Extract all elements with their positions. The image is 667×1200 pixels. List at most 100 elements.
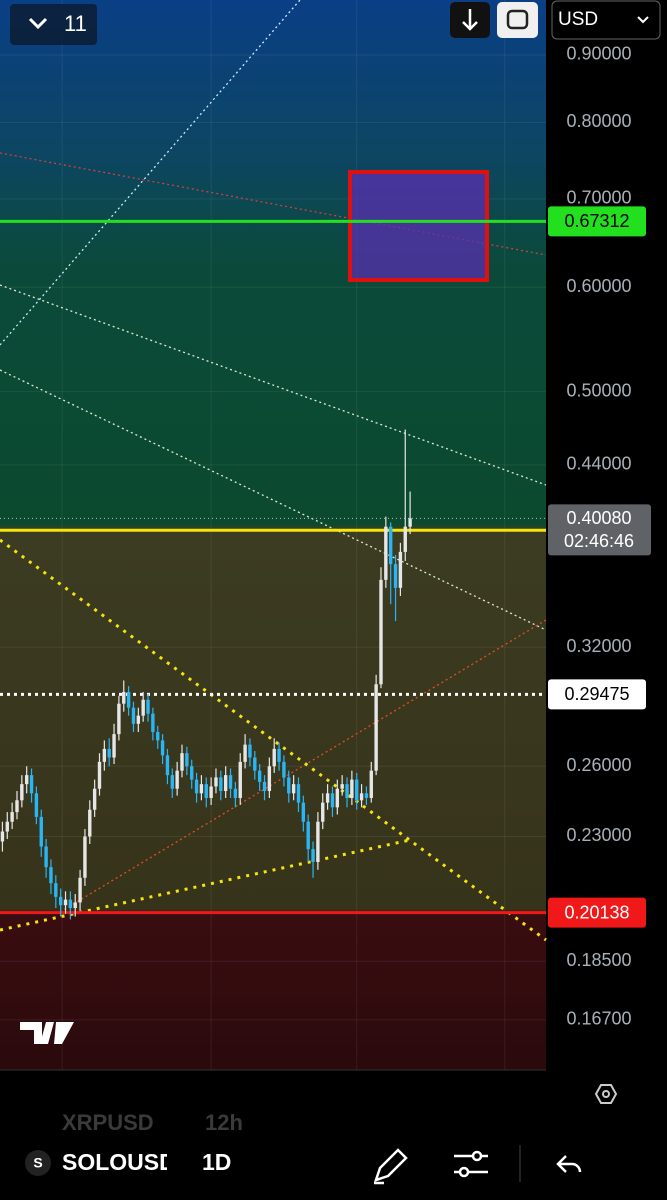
candle-body — [267, 766, 272, 792]
candle-body — [160, 740, 165, 756]
drawings — [0, 0, 547, 942]
candle-body — [73, 902, 77, 909]
settings-icon-dot — [602, 1090, 610, 1098]
y-tick-label: 0.90000 — [566, 44, 631, 64]
candle-body — [112, 734, 116, 758]
candle-body — [257, 770, 262, 782]
settings-icon[interactable] — [594, 1084, 618, 1104]
candle-body — [350, 779, 354, 798]
candle-body — [78, 877, 82, 903]
symbol-icon-mark: S — [33, 1155, 42, 1171]
bottom-toolbar — [0, 1120, 667, 1200]
candle-body — [364, 793, 369, 798]
candle-body — [214, 777, 218, 787]
symbol-icon — [25, 1150, 51, 1176]
trend-line — [0, 284, 547, 486]
candle-body — [63, 899, 68, 906]
candle-body — [233, 788, 238, 798]
indicators-knob — [458, 1166, 470, 1178]
y-tick-label: 0.26000 — [566, 755, 631, 775]
arrow-icon — [462, 9, 478, 31]
candle-body — [393, 564, 398, 588]
grid — [0, 0, 546, 1070]
candle-body — [20, 784, 24, 801]
candle-body — [204, 784, 208, 798]
price-line-label: 0.67312 — [564, 211, 629, 231]
y-tick-label: 0.50000 — [566, 380, 631, 400]
candle-body — [175, 770, 179, 789]
candle-body — [219, 777, 223, 792]
trend-line — [0, 0, 301, 346]
candle-body — [170, 775, 174, 789]
candle-body — [185, 753, 189, 767]
candle-body — [384, 526, 388, 580]
ghost-symbol: XRPUSD — [62, 1110, 154, 1135]
candle-body — [136, 715, 141, 724]
candle-body — [156, 732, 160, 741]
currency: USD — [558, 9, 598, 30]
candle-body — [291, 784, 296, 794]
last-price-tag — [548, 504, 651, 556]
zone-box — [348, 170, 489, 282]
y-tick-label: 0.60000 — [566, 276, 631, 296]
candle-body — [248, 744, 252, 758]
y-tick-label: 0.23000 — [566, 825, 631, 845]
interval-count: 11 — [64, 11, 87, 36]
candle-body — [311, 849, 315, 862]
candle-body — [277, 748, 281, 762]
price-line-tag — [548, 897, 646, 928]
candle-body — [180, 753, 184, 771]
candle-body — [146, 699, 150, 714]
candle-body — [340, 784, 344, 789]
candle-body — [199, 784, 204, 794]
chevron-icon — [28, 17, 48, 30]
candles — [0, 429, 412, 920]
price-line-tag — [548, 206, 646, 237]
candle-body — [29, 775, 34, 794]
candle-body — [117, 703, 121, 735]
candle-body — [388, 526, 393, 565]
currency-select[interactable] — [551, 0, 661, 40]
candle-body — [126, 691, 131, 708]
ghost-interval: 12h — [205, 1110, 243, 1135]
fullscreen-button[interactable] — [497, 2, 538, 38]
candle-body — [122, 691, 126, 704]
interval-button[interactable] — [10, 4, 97, 45]
candle-body — [15, 800, 19, 813]
square-icon — [506, 9, 529, 30]
candle-body — [49, 867, 53, 884]
y-tick-label: 0.32000 — [566, 636, 631, 656]
candle-body — [296, 784, 301, 803]
candle-body — [282, 761, 286, 778]
last-price-label: 0.40080 — [566, 508, 631, 528]
candle-body — [97, 761, 102, 789]
trend-line — [0, 838, 411, 932]
price-line-tag — [548, 679, 646, 710]
candle-body — [24, 775, 29, 785]
candle-body — [374, 684, 378, 771]
symbol[interactable]: SOLOUSD — [62, 1149, 176, 1175]
candle-body — [39, 816, 43, 847]
countdown: 02:46:46 — [564, 531, 634, 551]
candle-body — [10, 812, 14, 822]
candle-body — [209, 786, 213, 798]
logo — [20, 1022, 74, 1044]
candle-body — [379, 579, 383, 685]
interval[interactable]: 1D — [202, 1149, 231, 1175]
y-tick-label: 0.18500 — [566, 950, 631, 970]
candle-body — [58, 896, 63, 906]
trend-line — [0, 369, 547, 631]
candle-body — [190, 766, 194, 780]
candle-body — [194, 779, 199, 794]
candle-body — [403, 526, 407, 552]
draw-icon[interactable] — [374, 1148, 408, 1185]
candle-body — [88, 809, 92, 837]
candle-body — [92, 788, 97, 810]
undo-icon[interactable] — [556, 1155, 582, 1173]
candle-body — [306, 821, 310, 850]
candle-body — [287, 777, 291, 794]
candle-body — [325, 793, 330, 803]
candle-body — [262, 781, 267, 792]
